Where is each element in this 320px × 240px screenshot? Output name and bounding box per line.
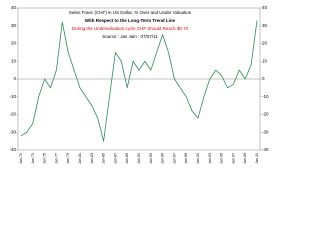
x-tick-label: Jan-73 [31,153,35,164]
x-tick-label: Jan-75 [43,153,47,164]
x-tick-label: Jan-09 [243,153,247,164]
y-tick-label: -30 [9,129,16,134]
y-tick-label: -10 [9,94,16,99]
x-tick-label: Jan-85 [102,153,106,164]
y2-tick-label: -20 [262,112,269,117]
x-tick-label: Jan-89 [125,153,129,164]
x-tick-label: Jan-05 [220,153,224,164]
y2-tick-label: 30 [262,23,268,28]
x-tick-label: Jan-93 [149,153,153,164]
y2-tick-label: -30 [262,129,269,134]
x-tick-label: Jan-03 [208,153,212,164]
annotation: Source : Jas Jain : 07/07/11 [102,34,158,39]
x-tick-label: Jan-71 [19,153,23,164]
x-tick-label: Jan-99 [184,153,188,164]
y-tick-label: 20 [11,41,17,46]
y2-tick-label: 0 [262,76,265,81]
y2-tick-label: 10 [262,58,268,63]
x-tick-label: Jan-79 [66,153,70,164]
x-tick-label: Jan-01 [196,153,200,164]
y-tick-label: -40 [9,147,16,152]
y-tick-label: 0 [13,76,16,81]
x-tick-label: Jan-11 [255,153,259,164]
chart-subtitle: With Respect to the Long-Term Trend Line [85,18,176,23]
x-tick-label: Jan-83 [90,153,94,164]
y2-tick-label: -40 [262,147,269,152]
x-tick-label: Jan-07 [231,153,235,164]
y2-tick-label: 20 [262,41,268,46]
y2-tick-label: 40 [262,5,268,10]
chart: Swiss Franc (CHF) in US Dollar, % Over a… [9,5,269,164]
y2-tick-label: -10 [262,94,269,99]
annotation: During the Undervaluation cycle CHF Shou… [72,26,189,31]
x-tick-label: Jan-77 [54,153,58,164]
x-tick-label: Jan-91 [137,153,141,164]
series-line [20,20,258,142]
y-tick-label: 10 [11,58,17,63]
x-tick-label: Jan-81 [78,153,82,164]
x-tick-label: Jan-97 [172,153,176,164]
y-tick-label: 30 [11,23,17,28]
y-tick-label: -20 [9,112,16,117]
x-tick-label: Jan-87 [113,153,117,164]
chart-title: Swiss Franc (CHF) in US Dollar, % Over a… [69,10,192,15]
y-tick-label: 40 [11,5,17,10]
x-tick-label: Jan-95 [161,153,165,164]
